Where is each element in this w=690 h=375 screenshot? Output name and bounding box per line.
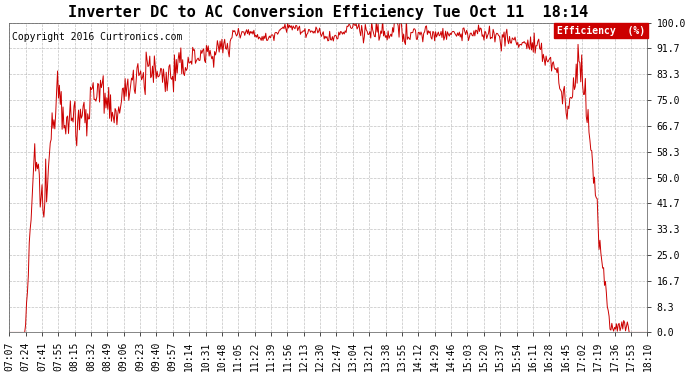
Text: Efficiency  (%): Efficiency (%) [557,26,644,36]
Text: Copyright 2016 Curtronics.com: Copyright 2016 Curtronics.com [12,32,183,42]
Title: Inverter DC to AC Conversion Efficiency Tue Oct 11  18:14: Inverter DC to AC Conversion Efficiency … [68,4,589,20]
